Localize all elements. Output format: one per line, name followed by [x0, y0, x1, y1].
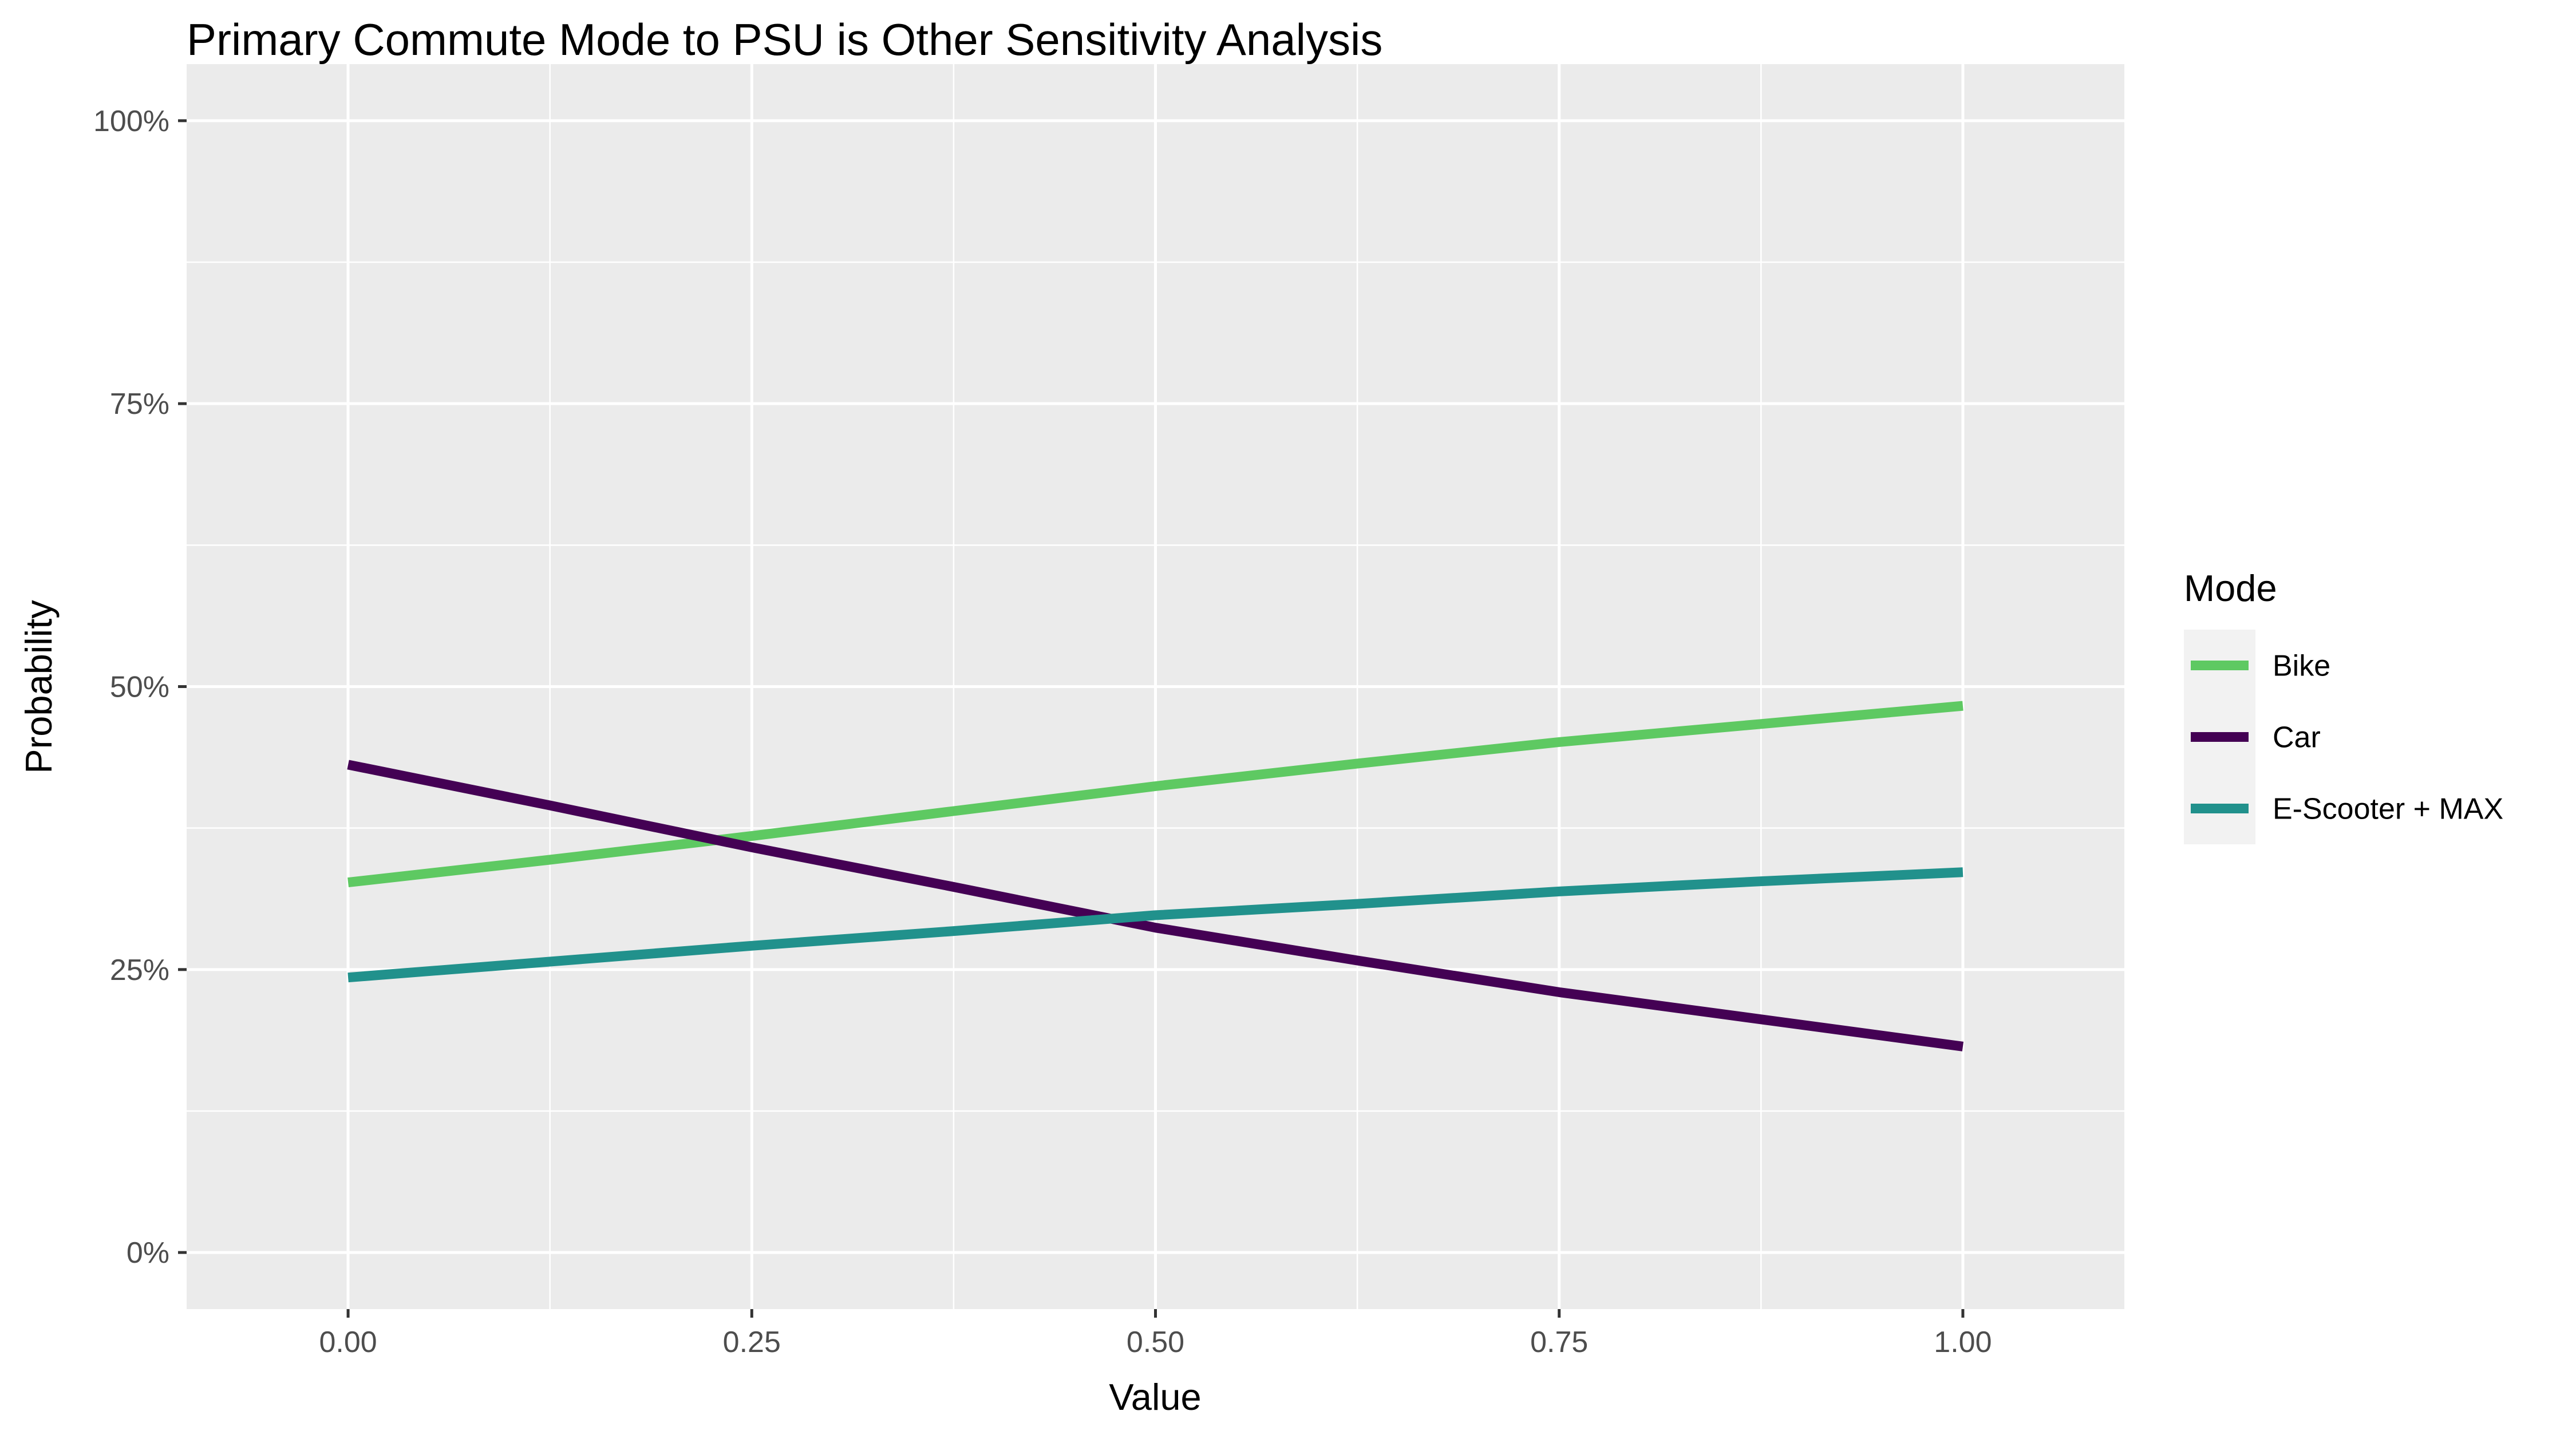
x-tick-label: 1.00 [1934, 1326, 1992, 1359]
series-line-car [347, 760, 1964, 1051]
x-tick-label: 0.25 [723, 1326, 781, 1359]
y-tick-label: 0% [127, 1236, 169, 1270]
y-tick-label: 75% [110, 388, 169, 421]
y-tick-label: 50% [110, 671, 169, 704]
x-axis-title: Value [1109, 1376, 1201, 1418]
legend-label-car: Car [2273, 721, 2321, 754]
series-line-e-scooter-max [347, 867, 1963, 983]
legend-label-bike: Bike [2273, 650, 2330, 683]
series-line-bike [347, 701, 1963, 888]
x-axis-ticks: 0.00 0.25 0.50 0.75 1.00 [319, 1309, 1992, 1359]
series-lines [347, 701, 1964, 1051]
legend-title: Mode [2184, 567, 2277, 609]
y-tick-label: 25% [110, 954, 169, 987]
y-axis-title: Probability [18, 600, 60, 774]
grid-major [187, 64, 2124, 1309]
x-tick-label: 0.00 [319, 1326, 377, 1359]
legend-label-e-scooter-max: E-Scooter + MAX [2273, 793, 2503, 826]
y-tick-label: 100% [93, 105, 169, 138]
chart-title: Primary Commute Mode to PSU is Other Sen… [187, 14, 1382, 65]
x-tick-label: 0.50 [1127, 1326, 1184, 1359]
y-axis-ticks: 0% 25% 50% 75% 100% [93, 105, 187, 1270]
x-tick-label: 0.75 [1530, 1326, 1588, 1359]
legend: Mode Bike Car E-Scooter + MAX [2184, 567, 2503, 844]
